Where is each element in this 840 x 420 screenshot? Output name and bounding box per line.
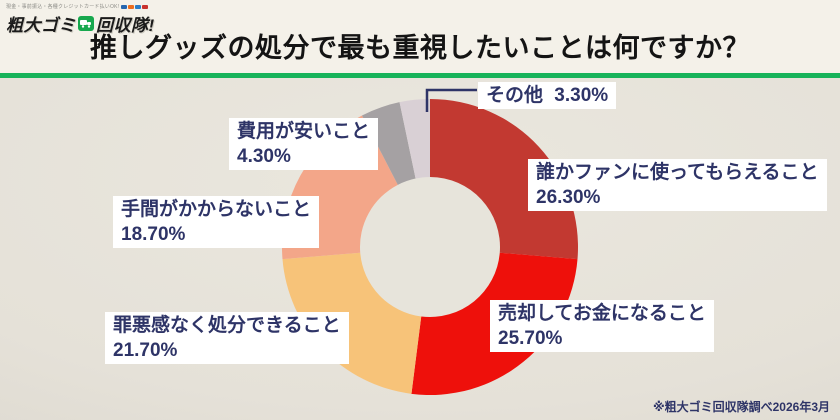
callout-effort: 手間がかからないこと 18.70%	[113, 196, 320, 248]
callout-other: その他 3.30%	[478, 82, 617, 109]
callout-sell-label: 売却してお金になること	[498, 303, 706, 324]
callout-guilt: 罪悪感なく処分できること 21.70%	[105, 312, 349, 364]
slice-other	[399, 99, 430, 179]
leader-line-other	[425, 88, 477, 112]
callout-cost: 費用が安いこと 4.30%	[229, 118, 379, 170]
callout-fan-label: 誰かファンに使ってもらえること	[536, 162, 819, 183]
callout-sell-value: 25.70%	[498, 328, 563, 349]
callout-effort-label: 手間がかからないこと	[121, 199, 312, 220]
slice-fan	[430, 99, 578, 260]
callout-guilt-label: 罪悪感なく処分できること	[113, 315, 341, 336]
logo-tagline-text: 現金・事前振込・各種クレジットカード払いOK!	[6, 4, 120, 10]
page-title: 推しグッズの処分で最も重視したいことは何ですか？	[90, 33, 750, 63]
callout-fan-value: 26.30%	[536, 187, 601, 208]
logo-tagline: 現金・事前振込・各種クレジットカード払いOK!	[6, 3, 155, 10]
brand-logo: 現金・事前振込・各種クレジットカード払いOK! 粗大ゴミ 回収隊!	[6, 3, 155, 36]
callout-other-value: 3.30%	[554, 85, 609, 106]
callout-cost-label: 費用が安いこと	[237, 121, 371, 142]
callout-cost-value: 4.30%	[237, 146, 291, 167]
brand-text-right: 回収隊!	[96, 16, 155, 35]
callout-fan: 誰かファンに使ってもらえること 26.30%	[528, 159, 827, 211]
callout-guilt-value: 21.70%	[113, 340, 178, 361]
callout-effort-value: 18.70%	[121, 224, 186, 245]
accent-divider	[0, 73, 840, 78]
callout-other-label: その他	[486, 85, 544, 106]
truck-icon	[78, 16, 94, 31]
slice-guilt	[282, 252, 422, 394]
callout-sell: 売却してお金になること 25.70%	[490, 300, 714, 352]
payment-card-icons	[121, 4, 149, 9]
footnote: ※粗大ゴミ回収隊調べ2026年3月	[652, 400, 830, 414]
brand-name: 粗大ゴミ 回収隊!	[6, 11, 155, 36]
donut-hole	[360, 177, 500, 317]
header: 現金・事前振込・各種クレジットカード払いOK! 粗大ゴミ 回収隊! 推しグッズの…	[0, 0, 840, 73]
brand-text-left: 粗大ゴミ	[6, 16, 76, 35]
